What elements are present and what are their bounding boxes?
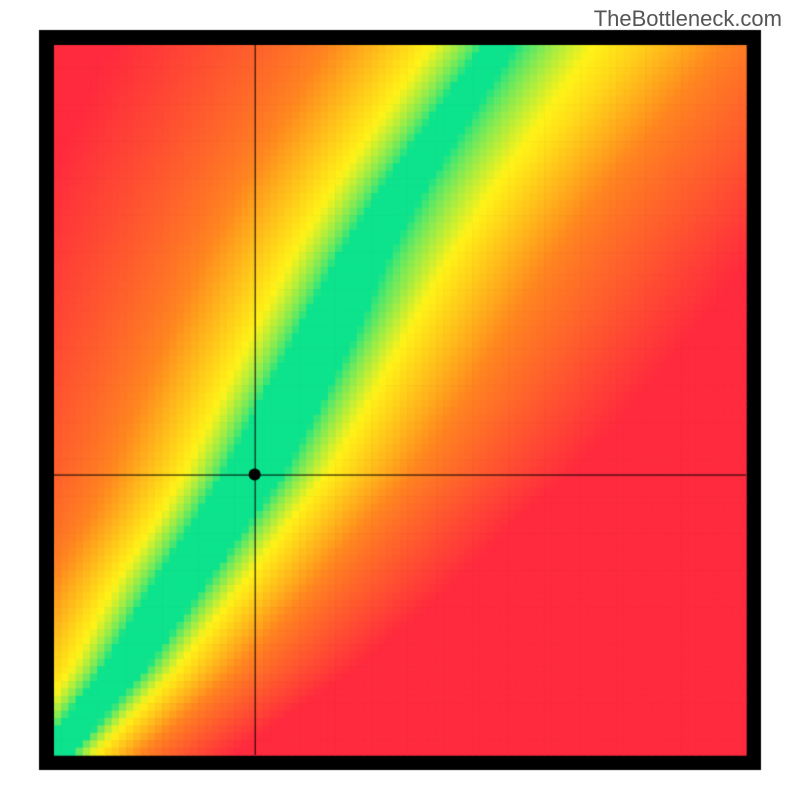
chart-container: { "watermark": "TheBottleneck.com", "cha… <box>0 0 800 800</box>
bottleneck-heatmap <box>0 0 800 800</box>
watermark-text: TheBottleneck.com <box>594 6 782 32</box>
